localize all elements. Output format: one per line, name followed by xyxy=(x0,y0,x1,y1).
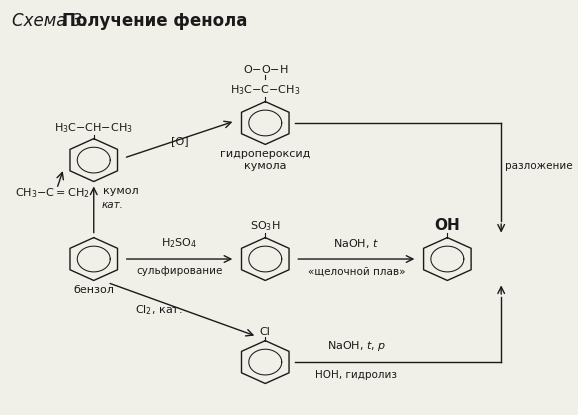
Text: кумол: кумол xyxy=(103,186,139,195)
Text: сульфирование: сульфирование xyxy=(136,266,223,276)
Text: HOH, гидролиз: HOH, гидролиз xyxy=(316,369,397,379)
Text: OH: OH xyxy=(435,218,460,234)
Text: гидропероксид
кумола: гидропероксид кумола xyxy=(220,149,310,171)
Text: Cl$_2$, кат.: Cl$_2$, кат. xyxy=(135,304,182,317)
Text: H$_3$C$-$CH$-$CH$_3$: H$_3$C$-$CH$-$CH$_3$ xyxy=(54,121,133,134)
Text: SO$_3$H: SO$_3$H xyxy=(250,220,280,234)
Text: кат.: кат. xyxy=(102,200,124,210)
Text: разложение: разложение xyxy=(505,161,573,171)
Text: O$-$O$-$H: O$-$O$-$H xyxy=(243,63,288,75)
Text: H$_2$SO$_4$: H$_2$SO$_4$ xyxy=(161,236,198,250)
Text: CH$_3$$-$C$=$CH$_2$: CH$_3$$-$C$=$CH$_2$ xyxy=(14,186,89,200)
Text: Cl: Cl xyxy=(260,327,271,337)
Text: Получение фенола: Получение фенола xyxy=(62,12,247,30)
Text: бензол: бензол xyxy=(73,285,114,295)
Text: [O]: [O] xyxy=(171,136,188,146)
Text: «щелочной плав»: «щелочной плав» xyxy=(307,266,405,276)
Text: NaOH, $t$, $p$: NaOH, $t$, $p$ xyxy=(327,339,386,353)
Text: Схема 3.: Схема 3. xyxy=(12,12,93,30)
Text: NaOH, $t$: NaOH, $t$ xyxy=(334,237,379,250)
Text: H$_3$C$-$C$-$CH$_3$: H$_3$C$-$C$-$CH$_3$ xyxy=(230,84,301,98)
